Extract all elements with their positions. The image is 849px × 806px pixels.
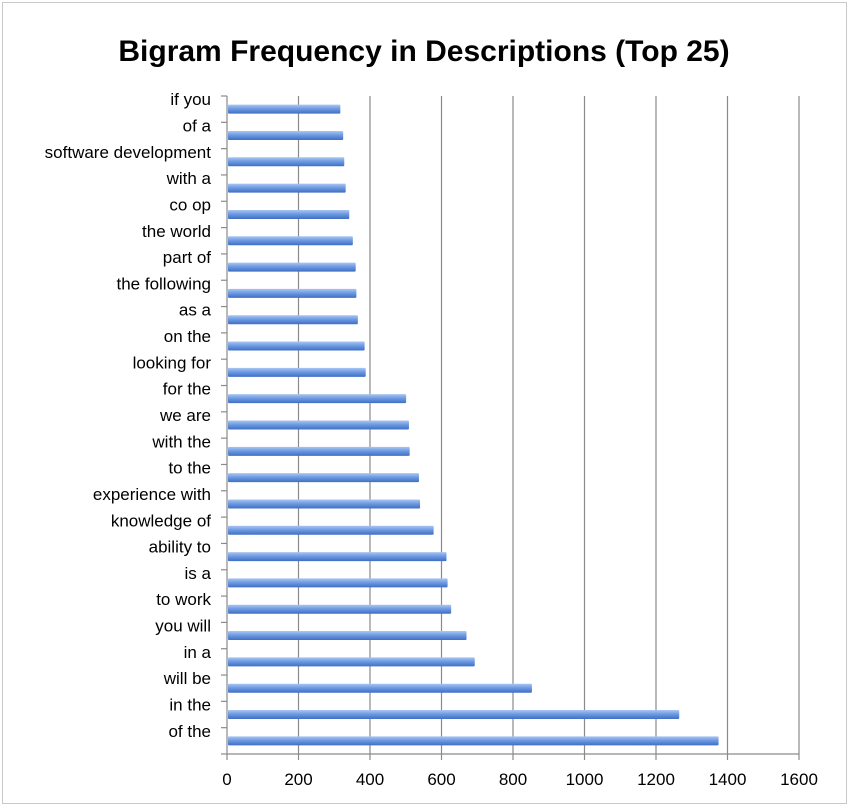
- x-tick-label: 1200: [637, 770, 675, 789]
- category-label: we are: [159, 406, 211, 425]
- bar: [228, 341, 365, 351]
- x-tick-label: 1400: [709, 770, 747, 789]
- bar: [228, 604, 452, 614]
- category-label: as a: [179, 301, 212, 320]
- bar: [228, 315, 358, 325]
- bars: [228, 104, 719, 746]
- category-label: if you: [170, 90, 211, 109]
- x-tick-label: 400: [356, 770, 384, 789]
- bar: [228, 683, 532, 693]
- bar: [228, 578, 448, 588]
- x-tick-label: 600: [427, 770, 455, 789]
- bar: [228, 157, 345, 167]
- bar: [228, 183, 346, 193]
- bar: [228, 657, 475, 667]
- category-label: the world: [142, 222, 211, 241]
- category-labels: of the in the will be in a you will to work is…: [45, 90, 212, 741]
- bar: [228, 631, 467, 641]
- category-label: of a: [183, 116, 212, 135]
- bar: [228, 130, 344, 140]
- chart-title: Bigram Frequency in Descriptions (Top 25…: [118, 35, 729, 68]
- bar: [228, 446, 410, 456]
- bar: [228, 499, 421, 509]
- category-label: will be: [163, 669, 211, 688]
- category-label: looking for: [133, 353, 212, 372]
- bar: [228, 104, 341, 114]
- x-tick-label: 0: [222, 770, 231, 789]
- category-label: in the: [169, 696, 211, 715]
- category-label: for the: [163, 380, 211, 399]
- bar: [228, 710, 680, 720]
- bar: [228, 473, 419, 483]
- bar: [228, 236, 353, 246]
- x-tick-label: 800: [499, 770, 527, 789]
- category-label: software development: [45, 143, 212, 162]
- x-tick-label: 200: [284, 770, 312, 789]
- bar: [228, 420, 409, 430]
- axes: [221, 95, 800, 760]
- category-label: to work: [156, 590, 211, 609]
- bar-chart: Bigram Frequency in Descriptions (Top 25…: [45, 35, 818, 789]
- gridlines: [297, 96, 800, 754]
- bar: [228, 394, 407, 404]
- bar: [228, 367, 366, 377]
- category-label: you will: [155, 617, 211, 636]
- category-label: the following: [116, 274, 211, 293]
- category-label: co op: [169, 195, 211, 214]
- x-tick-label: 1000: [566, 770, 604, 789]
- category-label: ability to: [149, 538, 211, 557]
- category-label: of the: [168, 722, 211, 741]
- bar: [228, 262, 356, 272]
- category-label: with a: [166, 169, 212, 188]
- category-label: is a: [185, 564, 212, 583]
- category-label: experience with: [93, 485, 211, 504]
- bar: [228, 552, 447, 562]
- category-label: in a: [184, 643, 212, 662]
- x-tick-label: 1600: [780, 770, 818, 789]
- bar: [228, 736, 719, 746]
- bar: [228, 209, 350, 219]
- category-label: on the: [164, 327, 211, 346]
- bar: [228, 525, 434, 535]
- category-label: part of: [163, 248, 211, 267]
- x-tick-labels: 0 200 400 600 800 1000 1200 1400 1600: [222, 770, 818, 789]
- category-label: with the: [151, 432, 211, 451]
- bar: [228, 288, 357, 298]
- category-label: to the: [168, 459, 211, 478]
- category-label: knowledge of: [111, 511, 211, 530]
